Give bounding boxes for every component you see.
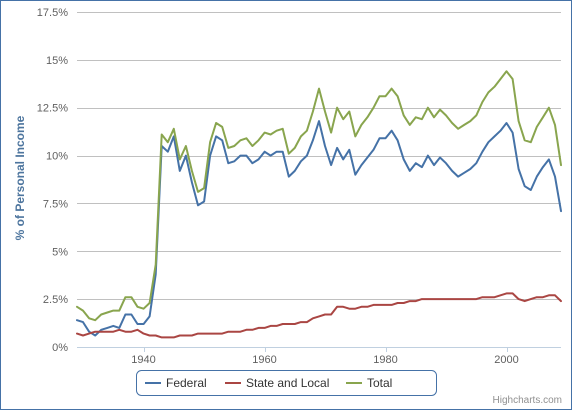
y-tick-label: 10% [46,151,68,163]
legend-item-federal[interactable]: Federal [145,376,207,390]
series-line-total[interactable] [76,70,562,322]
legend-label: Total [367,376,392,390]
x-tick-label: 1960 [252,354,276,366]
legend-label: State and Local [246,376,329,390]
x-tick-label: 1940 [131,354,155,366]
y-tick-label: 7.5% [43,198,68,210]
series-line-state-and-local[interactable] [76,292,562,339]
y-tick-label: 17.5% [37,7,68,19]
legend-item-state-and-local[interactable]: State and Local [225,376,329,390]
y-tick-label: 5% [52,246,68,258]
x-tick-label: 2000 [494,354,518,366]
y-axis-label: % of Personal Income [13,115,27,240]
legend-label: Federal [166,376,207,390]
x-axis-tick-labels: 1940 1960 1980 2000 [131,354,518,366]
legend-item-total[interactable]: Total [346,376,392,390]
axes [77,347,561,352]
y-tick-label: 2.5% [43,294,68,306]
y-tick-label: 12.5% [37,103,68,115]
legend-box [136,370,437,396]
y-axis-tick-labels: 0% 2.5% 5% 7.5% 10% 12.5% 15% 17.5% [37,7,68,354]
legend: Federal State and Local Total [136,370,437,396]
y-tick-label: 0% [52,342,68,354]
credits-link[interactable]: Highcharts.com [493,395,562,406]
y-tick-label: 15% [46,55,68,67]
series-lines [76,70,562,339]
x-tick-label: 1980 [373,354,397,366]
